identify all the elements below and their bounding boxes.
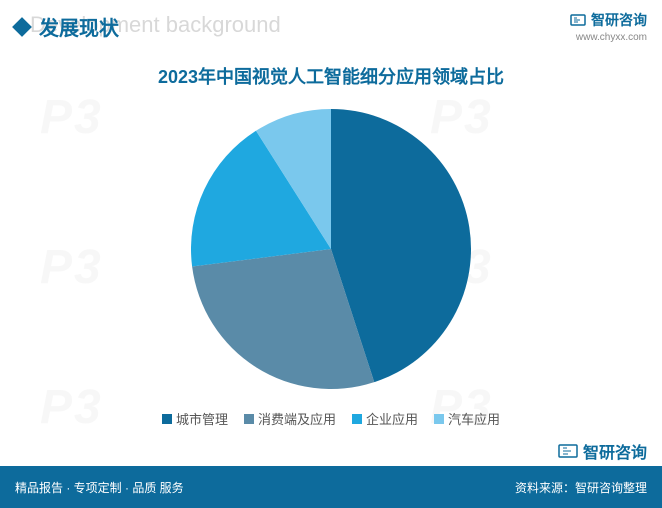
footer: 精品报告 · 专项定制 · 品质 服务 资料来源：智研咨询整理 <box>0 466 662 508</box>
chart-container <box>0 89 662 409</box>
diamond-icon <box>12 17 32 37</box>
footer-brand-name: 智研咨询 <box>583 439 647 463</box>
legend-label: 消费端及应用 <box>258 409 336 428</box>
pie-chart <box>191 109 471 389</box>
header-left: 发展现状 Development background <box>15 12 119 41</box>
legend-item: 企业应用 <box>352 409 418 428</box>
brand-badge: 智研咨询 <box>570 10 647 30</box>
legend-label: 城市管理 <box>176 409 228 428</box>
header-title: 发展现状 <box>39 12 119 41</box>
legend-label: 汽车应用 <box>448 409 500 428</box>
brand-icon <box>570 12 586 28</box>
legend-swatch <box>352 414 362 424</box>
legend-item: 消费端及应用 <box>244 409 336 428</box>
footer-brand: 智研咨询 <box>558 439 647 463</box>
header: 发展现状 Development background 智研咨询 www.chy… <box>0 0 662 53</box>
brand-url: www.chyxx.com <box>570 32 647 43</box>
legend-swatch <box>162 414 172 424</box>
legend-swatch <box>244 414 254 424</box>
legend: 城市管理 消费端及应用 企业应用 汽车应用 <box>0 409 662 428</box>
legend-item: 城市管理 <box>162 409 228 428</box>
header-right: 智研咨询 www.chyxx.com <box>570 10 647 43</box>
footer-right-text: 资料来源：智研咨询整理 <box>515 479 647 496</box>
legend-item: 汽车应用 <box>434 409 500 428</box>
legend-swatch <box>434 414 444 424</box>
legend-label: 企业应用 <box>366 409 418 428</box>
footer-brand-icon <box>558 441 578 461</box>
chart-title: 2023年中国视觉人工智能细分应用领域占比 <box>0 63 662 89</box>
footer-left-text: 精品报告 · 专项定制 · 品质 服务 <box>15 479 184 496</box>
brand-name: 智研咨询 <box>591 10 647 30</box>
